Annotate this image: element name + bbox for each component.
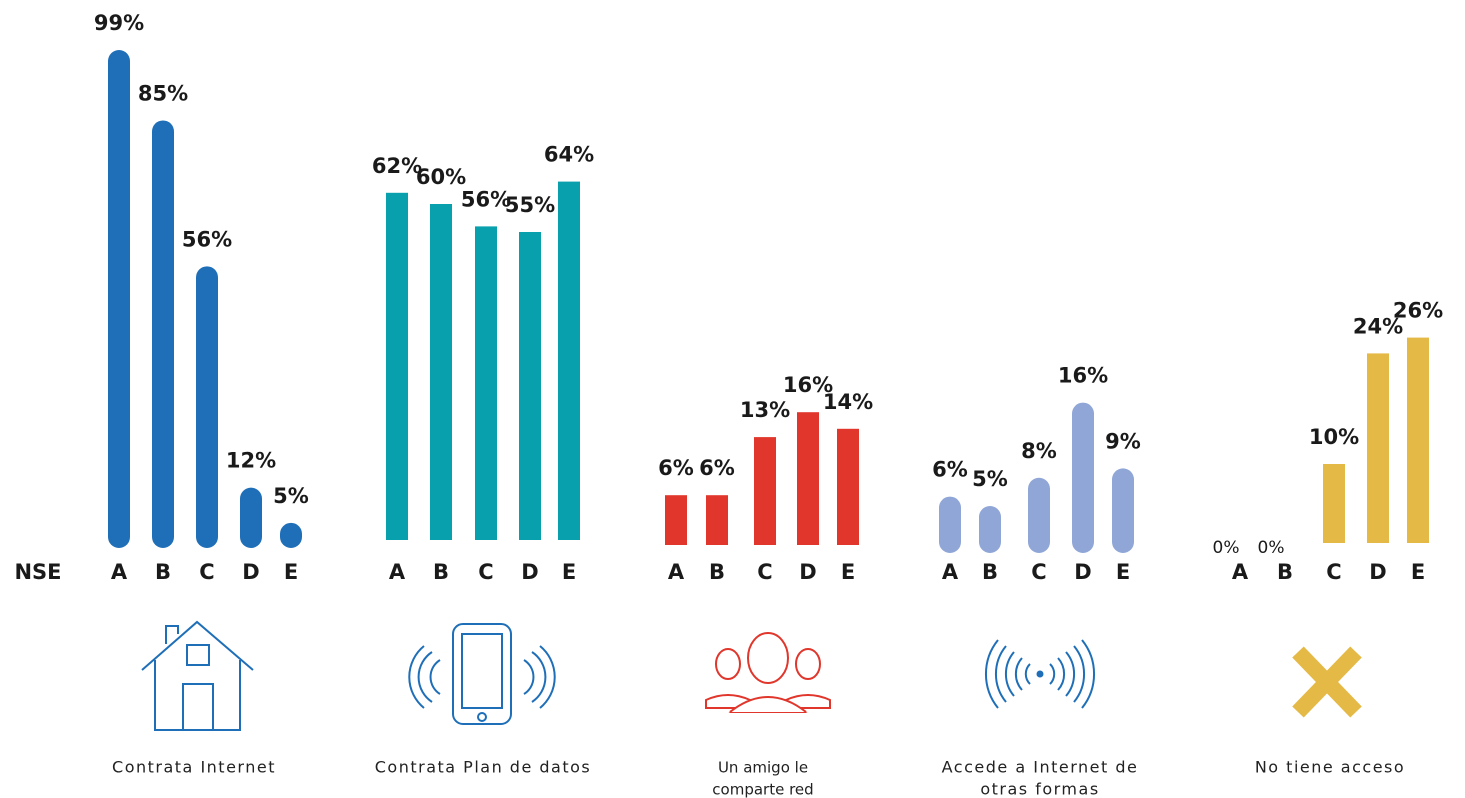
category-label: C [757,560,772,584]
caption: No tiene acceso [1255,758,1405,777]
value-label: 6% [932,458,968,482]
value-label: 62% [372,154,422,178]
category-label: B [1277,560,1293,584]
house-icon [141,620,254,731]
bar [519,232,541,540]
nse-label: NSE [14,560,61,584]
category-label: B [433,560,449,584]
category-label: C [199,560,214,584]
bar [665,495,687,545]
bar [196,266,218,548]
bar [939,496,961,553]
category-label: B [982,560,998,584]
category-label: E [562,560,576,584]
bar [152,120,174,548]
category-label: A [389,560,406,584]
value-label: 8% [1021,439,1057,463]
value-label: 9% [1105,429,1141,453]
category-label: B [709,560,725,584]
value-label: 26% [1393,299,1443,323]
bar [754,437,776,545]
phone-icon [408,623,556,725]
value-label: 14% [823,390,873,414]
bar [1072,402,1094,553]
category-label: A [668,560,685,584]
bar [1323,464,1345,543]
value-label: 85% [138,81,188,105]
value-label: 0% [1258,538,1285,558]
value-label: 24% [1353,314,1403,338]
value-label: 16% [1058,364,1108,388]
category-label: D [242,560,259,584]
caption: Contrata Internet [112,758,276,777]
value-label: 5% [972,467,1008,491]
category-label: D [1369,560,1386,584]
bar [837,428,859,545]
value-label: 55% [505,193,555,217]
value-label: 6% [658,456,694,480]
value-label: 64% [544,143,594,167]
category-label: C [1326,560,1341,584]
category-label: B [155,560,171,584]
bar [1028,477,1050,553]
wireless-icon [985,639,1095,709]
category-label: A [942,560,959,584]
value-label: 56% [461,187,511,211]
caption: Contrata Plan de datos [375,758,592,777]
bar [979,506,1001,553]
category-label: D [799,560,816,584]
bar [108,50,130,548]
people-icon [705,632,831,713]
category-label: A [1232,560,1249,584]
caption: comparte red [712,781,813,798]
value-label: 5% [273,484,309,508]
bar [1407,337,1429,543]
caption: Accede a Internet de [942,758,1139,777]
bar [558,181,580,540]
value-label: 10% [1309,425,1359,449]
category-label: E [1116,560,1130,584]
value-label: 60% [416,165,466,189]
caption: otras formas [980,780,1099,798]
category-label: C [478,560,493,584]
bar [475,226,497,540]
bar [386,192,408,541]
value-label: 6% [699,456,735,480]
bar [797,412,819,545]
category-label: D [1074,560,1091,584]
value-label: 16% [783,373,833,397]
value-label: 0% [1213,538,1240,558]
category-label: D [521,560,538,584]
category-label: E [284,560,298,584]
caption: Un amigo le [718,759,808,777]
x-icon [1292,646,1362,718]
bar [706,495,728,545]
value-label: 12% [226,449,276,473]
value-label: 99% [94,11,144,35]
bar [430,204,452,540]
category-label: E [1411,560,1425,584]
value-label: 13% [740,398,790,422]
category-label: E [841,560,855,584]
bar [280,522,302,548]
category-label: A [111,560,128,584]
value-label: 56% [182,227,232,251]
category-label: C [1031,560,1046,584]
bar [1112,468,1134,553]
bar [1367,353,1389,543]
bar [240,487,262,548]
